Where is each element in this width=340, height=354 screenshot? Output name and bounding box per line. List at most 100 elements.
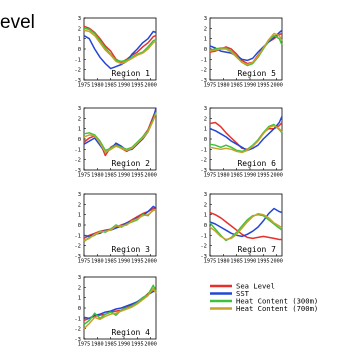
x-tick-label: 1975 <box>78 83 91 89</box>
x-tick-label: 1995 <box>131 259 144 265</box>
y-tick-label: -1 <box>74 233 81 239</box>
y-tick-label: -2 <box>200 158 207 164</box>
panel-title: Region 2 <box>111 159 150 168</box>
series-line-sst <box>209 29 283 62</box>
y-tick-label: 3 <box>204 192 207 198</box>
y-tick-label: 1 <box>78 37 81 43</box>
y-tick-label: 0 <box>204 47 207 53</box>
y-tick-label: -3 <box>74 168 81 174</box>
x-tick-label: 1995 <box>257 259 270 265</box>
y-tick-label: 3 <box>204 106 207 112</box>
series-line-heat-content-700m <box>83 29 157 65</box>
y-tick-label: -3 <box>200 168 207 174</box>
y-tick-label: 2 <box>204 202 207 208</box>
series-line-sea-level <box>209 211 282 241</box>
panel-frame <box>209 107 283 171</box>
x-tick-label: 1990 <box>118 259 131 265</box>
y-tick-label: 1 <box>78 127 81 133</box>
legend-label: SST <box>236 289 250 298</box>
legend-label: Sea Level <box>236 282 275 291</box>
y-tick-label: -2 <box>74 158 81 164</box>
x-tick-label: 1990 <box>118 83 131 89</box>
y-tick-label: 3 <box>78 275 81 281</box>
x-tick-label: 1980 <box>91 83 104 89</box>
legend-label: Heat Content (300m) <box>236 297 318 306</box>
y-tick-label: -1 <box>200 147 207 153</box>
y-tick-label: 2 <box>78 285 81 291</box>
x-tick-label: 1990 <box>118 173 131 179</box>
y-tick-label: -1 <box>200 233 207 239</box>
x-tick-label: 1985 <box>104 83 117 89</box>
y-tick-label: 3 <box>78 192 81 198</box>
x-tick-label: 1995 <box>257 173 270 179</box>
y-tick-label: 0 <box>78 47 81 53</box>
y-tick-label: 0 <box>204 223 207 229</box>
y-tick-label: -2 <box>74 327 81 333</box>
series-line-heat-content-300m <box>209 34 283 67</box>
x-tick-label: 1985 <box>230 83 243 89</box>
y-tick-label: 2 <box>78 202 81 208</box>
x-tick-label: 2000 <box>270 259 283 265</box>
y-tick-label: -2 <box>200 68 207 74</box>
series-line-heat-content-700m <box>209 32 283 66</box>
x-tick-label: 1985 <box>104 259 117 265</box>
series-line-heat-content-700m <box>83 112 157 154</box>
y-tick-label: 1 <box>204 213 207 219</box>
y-tick-label: 2 <box>78 116 81 122</box>
x-tick-label: 1995 <box>131 83 144 89</box>
y-tick-label: 3 <box>78 106 81 112</box>
y-tick-label: 1 <box>204 127 207 133</box>
panel-frame <box>83 17 157 81</box>
y-tick-label: 3 <box>204 16 207 22</box>
y-tick-label: 0 <box>204 137 207 143</box>
legend-label: Heat Content (700m) <box>236 304 318 313</box>
panel-frame <box>209 193 283 257</box>
y-tick-label: 0 <box>78 137 81 143</box>
y-tick-label: -2 <box>200 244 207 250</box>
y-tick-label: 1 <box>204 37 207 43</box>
y-tick-label: -2 <box>74 68 81 74</box>
x-tick-label: 1985 <box>230 173 243 179</box>
x-tick-label: 1985 <box>230 259 243 265</box>
panel-title: Region 7 <box>237 245 276 254</box>
x-tick-label: 1980 <box>217 83 230 89</box>
x-tick-label: 1980 <box>91 259 104 265</box>
x-tick-label: 2000 <box>144 173 157 179</box>
x-tick-label: 2000 <box>144 83 157 89</box>
y-tick-label: -3 <box>74 78 81 84</box>
x-tick-label: 2000 <box>270 83 283 89</box>
x-tick-label: 2000 <box>144 342 157 348</box>
x-tick-label: 1975 <box>204 173 217 179</box>
x-tick-label: 1995 <box>131 173 144 179</box>
x-tick-label: 2000 <box>270 173 283 179</box>
y-tick-label: 2 <box>204 26 207 32</box>
y-tick-label: 2 <box>204 116 207 122</box>
y-tick-label: 1 <box>78 213 81 219</box>
x-tick-label: 1995 <box>257 83 270 89</box>
y-tick-label: 2 <box>78 26 81 32</box>
panel-title: Region 5 <box>237 69 276 78</box>
y-tick-label: -3 <box>74 254 81 260</box>
x-tick-label: 1980 <box>217 259 230 265</box>
x-tick-label: 1980 <box>91 342 104 348</box>
y-tick-label: -2 <box>74 244 81 250</box>
y-tick-label: -1 <box>74 316 81 322</box>
y-tick-label: -3 <box>200 78 207 84</box>
y-tick-label: -1 <box>200 57 207 63</box>
x-tick-label: 1990 <box>244 259 257 265</box>
series-line-heat-content-700m <box>209 212 283 241</box>
y-tick-label: 0 <box>78 306 81 312</box>
series-line-heat-content-700m <box>209 124 283 154</box>
series-line-heat-content-300m <box>83 284 157 326</box>
y-tick-label: 1 <box>78 296 81 302</box>
series-line-sst <box>83 30 157 70</box>
x-tick-label: 1980 <box>217 173 230 179</box>
x-tick-label: 1990 <box>244 173 257 179</box>
y-tick-label: -1 <box>74 57 81 63</box>
